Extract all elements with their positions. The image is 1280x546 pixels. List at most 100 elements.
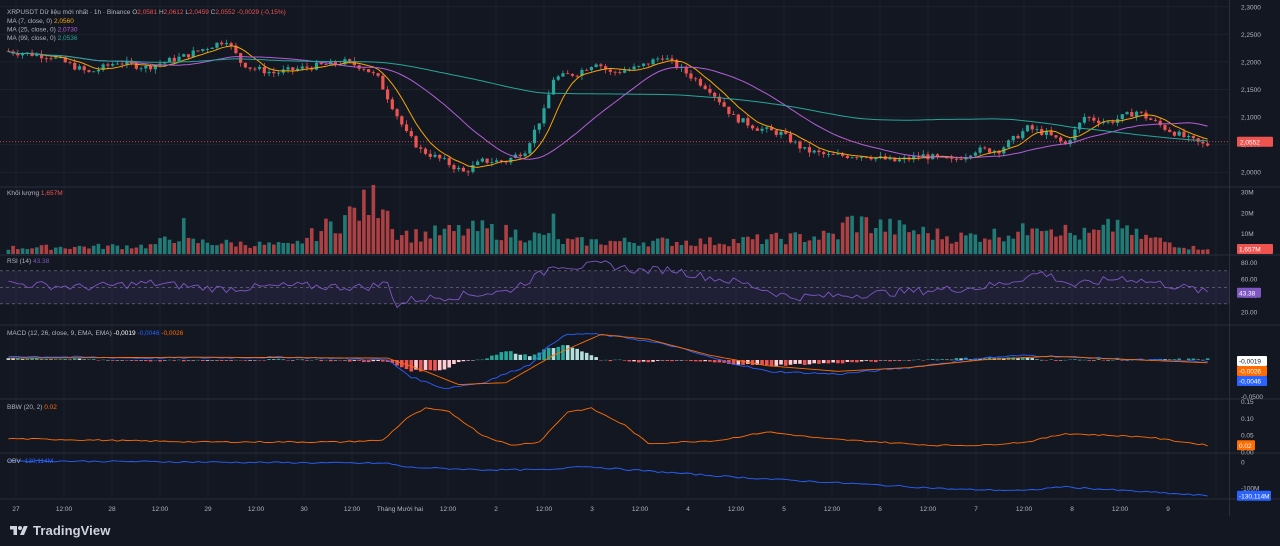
macd-histogram-bar	[888, 360, 892, 362]
candle-body	[836, 153, 840, 155]
candle	[732, 111, 736, 115]
macd-histogram-bar	[409, 360, 414, 372]
macd-histogram-bar	[376, 360, 380, 362]
volume-bar	[447, 224, 452, 254]
time-tick: 12:00	[1016, 506, 1033, 513]
candle	[367, 68, 371, 73]
candle	[1120, 114, 1124, 123]
candle	[239, 52, 243, 67]
macd-histogram-bar	[1129, 359, 1134, 361]
candle-body	[134, 63, 138, 69]
volume-bar	[139, 244, 143, 254]
volume-bar	[248, 247, 252, 254]
candle	[983, 145, 987, 150]
candle-body	[205, 48, 210, 50]
candle	[641, 63, 646, 68]
volume-bar	[35, 247, 39, 254]
candle	[428, 149, 432, 160]
candle	[6, 48, 10, 53]
candle-body	[476, 161, 480, 166]
macd-histogram-bar	[874, 360, 878, 363]
volume-bar	[400, 235, 404, 254]
volume-bar	[964, 235, 968, 254]
candle-body	[348, 59, 352, 62]
price-axis[interactable]: 2,30002,25002,20002,15002,10002,05002,00…	[0, 4, 1273, 501]
candle	[798, 140, 802, 153]
candle	[779, 129, 783, 139]
macd-histogram-bar	[186, 360, 191, 361]
volume-bar	[859, 216, 864, 254]
candle-body	[87, 70, 91, 72]
candle-body	[732, 113, 736, 115]
macd-histogram-bar	[727, 360, 731, 364]
macd-histogram-bar	[926, 359, 930, 361]
volume-bar	[77, 245, 82, 254]
candle-body	[556, 76, 560, 80]
bbw-tick: 0.15	[1241, 399, 1254, 406]
time-tick: 12:00	[632, 506, 649, 513]
candle	[272, 67, 276, 78]
candle-body	[817, 150, 821, 153]
candle	[257, 64, 262, 71]
macd-histogram-bar	[77, 358, 82, 360]
macd-histogram-bar	[1177, 358, 1181, 360]
macd-histogram-bar	[456, 360, 461, 363]
time-axis[interactable]: 27 12:00 28 12:00 29 12:00 30 12:00 Tháng Mười h…	[12, 506, 1170, 513]
candle	[423, 147, 428, 156]
macd-histogram-bar	[594, 357, 598, 360]
volume-bar	[243, 245, 248, 254]
candle-body	[220, 42, 224, 45]
macd-histogram-bar	[1120, 360, 1125, 361]
volume-bar	[418, 241, 423, 254]
macd-histogram-bar	[362, 360, 366, 363]
candle	[215, 42, 219, 50]
macd-histogram-bar	[162, 360, 167, 361]
candle-body	[390, 99, 394, 110]
candle	[182, 53, 186, 57]
volume-bar	[1016, 231, 1020, 254]
macd-histogram-bar	[300, 359, 305, 361]
macd-histogram-bar	[229, 360, 233, 362]
macd-histogram-bar	[945, 359, 949, 361]
macd-histogram-bar	[390, 360, 395, 364]
candle-body	[466, 171, 470, 173]
candle-body	[1101, 122, 1105, 124]
tradingview-logo-icon[interactable]	[8, 524, 30, 538]
macd-histogram-bar	[357, 360, 361, 361]
candle-body	[201, 49, 205, 51]
candle-body	[1158, 120, 1162, 126]
volume-bar	[845, 216, 850, 254]
volume-bar	[921, 226, 926, 254]
macd-histogram-bar	[575, 348, 579, 360]
volume-bar	[1073, 235, 1077, 254]
candle-body	[167, 57, 172, 63]
volume-bar	[836, 239, 840, 254]
candle-body	[599, 64, 603, 67]
candle-body	[542, 108, 546, 124]
volume-bar	[523, 242, 527, 254]
bbw-pane	[8, 407, 1208, 447]
price-tick: 2,0000	[1241, 170, 1261, 177]
candle-body	[191, 50, 195, 58]
candle-body	[950, 158, 954, 160]
macd-histogram-bar	[219, 360, 224, 361]
volume-bar	[703, 244, 707, 254]
macd-histogram-bar	[622, 360, 627, 361]
macd-histogram-bar	[670, 360, 674, 362]
macd-histogram-bar	[366, 360, 371, 363]
time-tick: 27	[12, 506, 20, 513]
candle	[613, 70, 617, 76]
candle	[803, 147, 807, 150]
candle-body	[622, 70, 627, 73]
candle-body	[54, 57, 58, 59]
rsi-legend-label: RSI (14)	[7, 258, 33, 265]
macd-histogram-bar	[651, 360, 655, 362]
volume-bar	[532, 232, 537, 254]
volume-bar	[1020, 223, 1025, 254]
macd-histogram-bar	[821, 360, 826, 364]
candle	[741, 118, 745, 123]
macd-histogram-bar	[760, 360, 764, 365]
candle	[1030, 123, 1034, 133]
candle-body	[144, 65, 148, 69]
